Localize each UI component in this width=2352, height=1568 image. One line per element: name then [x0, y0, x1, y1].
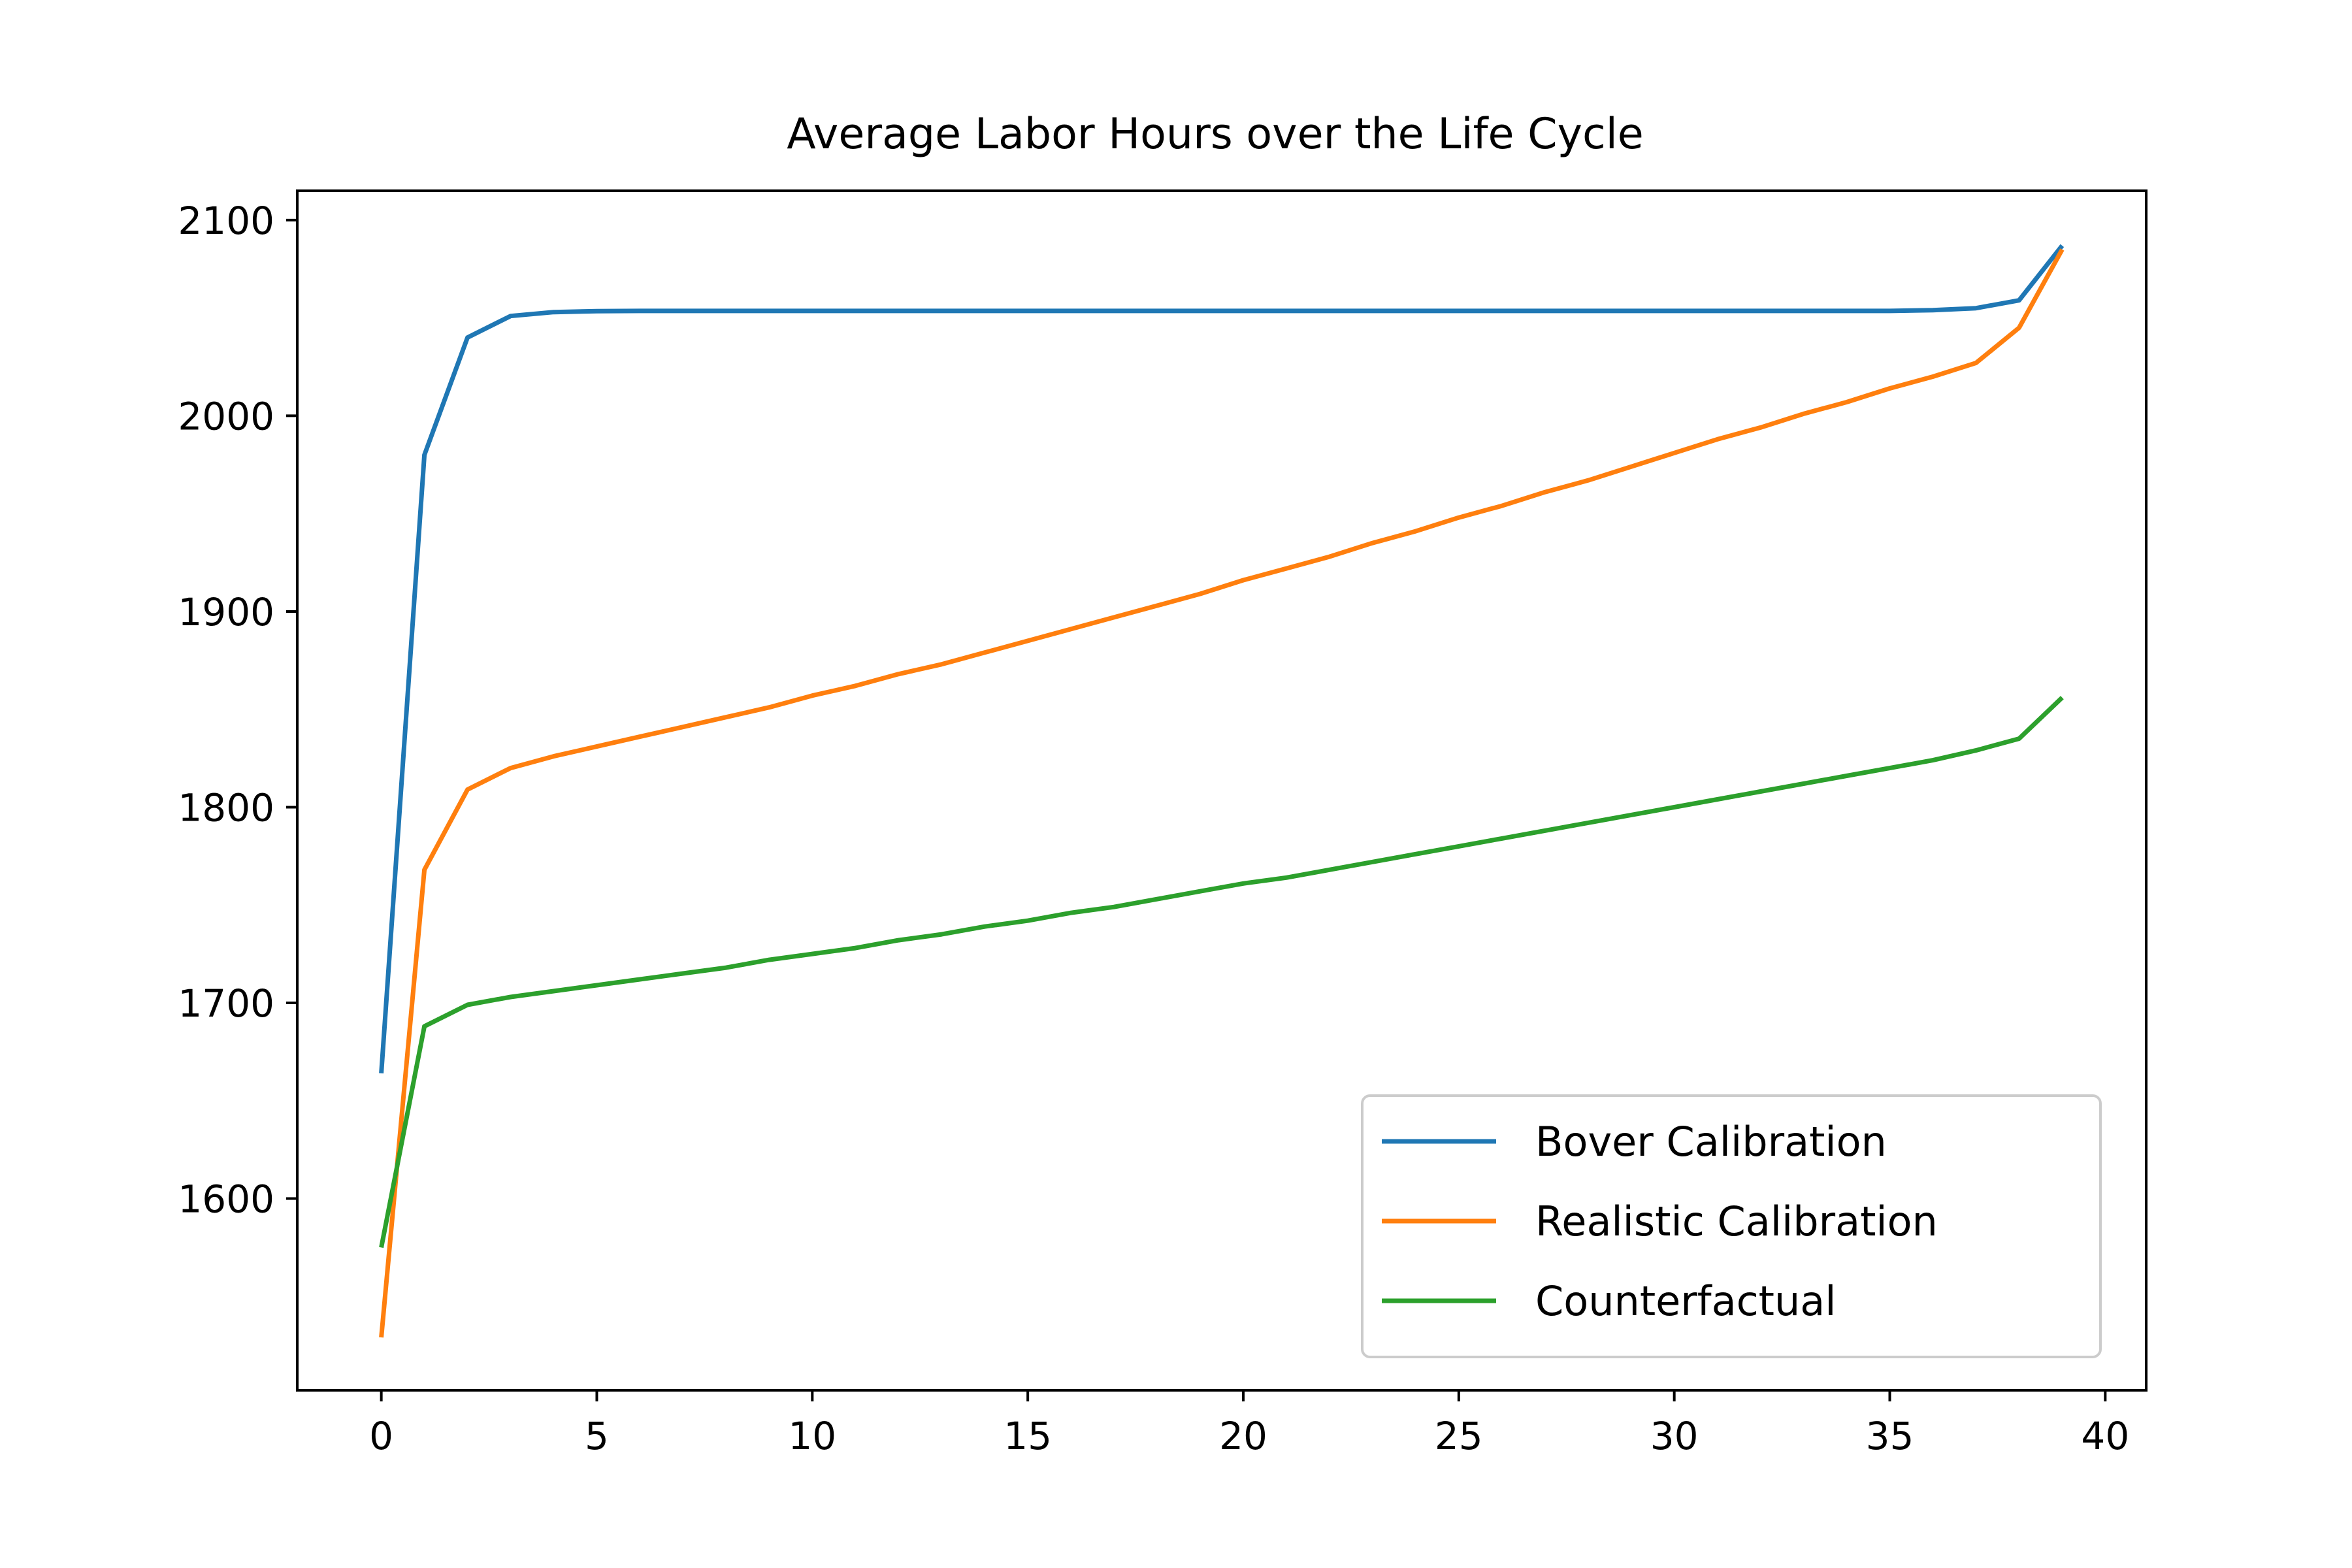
- plot-lines: [379, 244, 2065, 1338]
- x-tick-label: 30: [1650, 1414, 1699, 1458]
- legend-box: [1361, 1094, 2102, 1358]
- legend-label: Realistic Calibration: [1535, 1198, 1938, 1245]
- x-tick-label: 25: [1435, 1414, 1483, 1458]
- legend-label: Counterfactual: [1535, 1277, 1837, 1325]
- y-tick-label: 1900: [178, 590, 274, 634]
- series-line: [379, 696, 2064, 1249]
- legend-label: Bover Calibration: [1535, 1118, 1887, 1166]
- y-tick-label: 1800: [178, 785, 274, 830]
- series-line: [379, 244, 2065, 1074]
- y-tick-label: 1600: [178, 1177, 274, 1221]
- y-tick-label: 2100: [178, 199, 274, 243]
- x-tick-label: 0: [369, 1414, 393, 1458]
- legend: Bover Calibration Realistic Calibration Co…: [1361, 1094, 2102, 1358]
- x-tick-label: 40: [2081, 1414, 2129, 1458]
- x-axis: 0 5 10 15 20 25 30 35 40: [369, 1390, 2129, 1458]
- chart-title: Average Labor Hours over the Life Cycle: [787, 110, 1644, 159]
- y-axis: 1600 1700 1800 1900 2000 2100: [178, 199, 297, 1221]
- plot-frame: [296, 189, 2148, 1392]
- x-tick-label: 5: [585, 1414, 609, 1458]
- x-tick-label: 15: [1004, 1414, 1052, 1458]
- x-tick-label: 20: [1219, 1414, 1267, 1458]
- y-tick-label: 2000: [178, 394, 274, 438]
- x-tick-label: 10: [788, 1414, 836, 1458]
- x-tick-label: 35: [1866, 1414, 1914, 1458]
- y-tick-label: 1700: [178, 981, 274, 1026]
- series-line: [379, 248, 2065, 1338]
